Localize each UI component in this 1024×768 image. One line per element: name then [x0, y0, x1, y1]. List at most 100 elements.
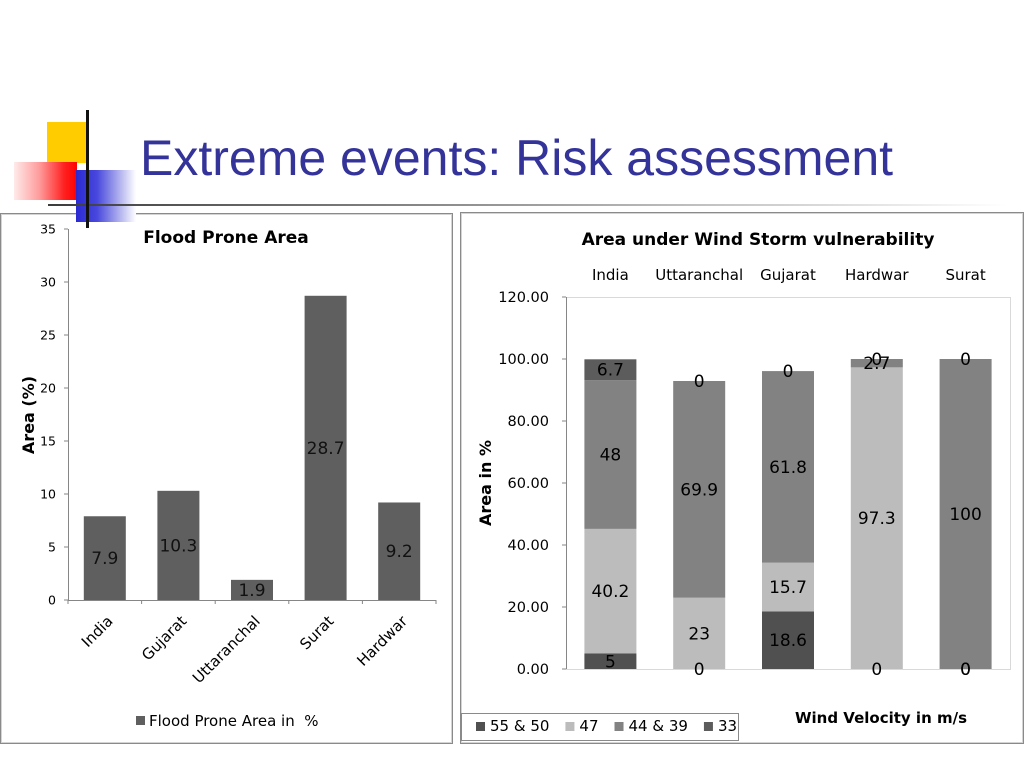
flood-bar-value-india: 7.9 — [91, 549, 118, 569]
wind-segment-value-uttaranchal-47: 23 — [688, 624, 710, 644]
wind-legend-swatch-44-and-39 — [614, 722, 624, 731]
wind-category-label-uttaranchal: Uttaranchal — [655, 266, 743, 284]
wind-legend-swatch-33 — [703, 722, 713, 731]
wind-segment-value-surat-55-and-50: 0 — [960, 660, 971, 680]
wind-segment-surat-44-and-39 — [939, 359, 992, 669]
wind-segment-value-uttaranchal-33: 0 — [694, 372, 705, 392]
flood-y-tick-label: 30 — [40, 275, 56, 290]
wind-segment-value-hardwar-47: 97.3 — [858, 509, 896, 529]
wind-y-tick-label: 120.00 — [498, 290, 549, 306]
flood-x-label-india: India — [78, 612, 117, 651]
wind-chart-title: Area under Wind Storm vulnerability — [582, 230, 935, 250]
flood-y-tick-label: 0 — [48, 593, 56, 608]
wind-segment-value-india-47: 40.2 — [591, 582, 629, 602]
red-square-decoration — [14, 162, 77, 200]
wind-segment-value-gujarat-33: 0 — [783, 362, 794, 382]
wind-segment-value-surat-33: 0 — [960, 350, 971, 370]
wind-category-label-hardwar: Hardwar — [845, 266, 909, 284]
wind-segment-value-hardwar-33: 0 — [871, 350, 882, 370]
yellow-square-decoration — [47, 122, 88, 163]
wind-segment-india-33 — [584, 359, 637, 381]
flood-y-tick-label: 20 — [40, 381, 56, 396]
wind-segment-value-uttaranchal-44-and-39: 69.9 — [680, 480, 718, 500]
flood-x-label-hardwar: Hardwar — [353, 612, 411, 670]
flood-legend: Flood Prone Area in % — [136, 712, 319, 730]
wind-segment-value-hardwar-55-and-50: 0 — [871, 660, 882, 680]
flood-bar-uttaranchal — [231, 579, 273, 600]
flood-bar-surat — [304, 295, 347, 600]
wind-segment-hardwar-47 — [850, 367, 903, 669]
wind-category-label-surat: Surat — [945, 266, 985, 284]
wind-segment-gujarat-55-and-50 — [762, 611, 814, 669]
wind-legend-label-47: 47 — [579, 717, 598, 735]
flood-bars: 7.9 10.3 1.9 28.7 9.2 — [83, 295, 421, 601]
flood-y-tick-label: 35 — [40, 222, 56, 237]
wind-category-label-india: India — [592, 266, 629, 284]
wind-segment-uttaranchal-44-and-39 — [673, 381, 726, 598]
flood-x-label-gujarat: Gujarat — [138, 612, 190, 664]
blue-square-decoration — [76, 170, 136, 222]
flood-legend-label: Flood Prone Area in % — [149, 712, 319, 730]
flood-y-tick-label: 25 — [40, 328, 56, 343]
vertical-rule-decoration — [86, 110, 89, 228]
flood-x-label-uttaranchal: Uttaranchal — [189, 612, 264, 687]
wind-legend: 55 & 50 47 44 & 39 33 — [476, 717, 737, 735]
flood-bar-india — [83, 516, 126, 600]
wind-segment-uttaranchal-47 — [673, 597, 726, 669]
flood-y-ticks: 0 5 10 15 20 25 30 35 — [40, 222, 68, 608]
flood-bar-gujarat — [157, 490, 200, 600]
wind-category-label-gujarat: Gujarat — [760, 266, 816, 284]
wind-segment-value-india-33: 6.7 — [597, 361, 624, 381]
wind-segment-gujarat-44-and-39 — [762, 371, 814, 563]
wind-x-axis-label: Wind Velocity in m/s — [795, 709, 967, 727]
wind-legend-swatch-47 — [565, 722, 575, 731]
flood-legend-swatch — [136, 716, 145, 725]
wind-stacked-bars — [584, 359, 992, 669]
flood-bar-hardwar — [378, 502, 421, 600]
wind-segment-value-surat-47: 0 — [960, 660, 971, 680]
wind-segment-value-surat-44-and-39: 100 — [949, 505, 981, 525]
flood-bar-value-gujarat: 10.3 — [159, 536, 197, 556]
flood-x-label-surat: Surat — [296, 612, 337, 653]
wind-y-tick-label: 80.00 — [507, 414, 549, 430]
flood-prone-area-chart: Flood Prone Area Area (%) 0 5 10 15 20 25 30 35… — [19, 222, 437, 730]
flood-chart-frame — [0, 213, 453, 744]
wind-segment-value-hardwar-44-and-39: 2.7 — [863, 354, 890, 374]
slide-title: Extreme events: Risk assessment — [140, 130, 894, 186]
wind-y-ticks: 0.00 20.00 40.00 60.00 80.00 100.00 120.00 — [498, 290, 566, 678]
wind-segment-value-gujarat-47: 15.7 — [769, 578, 807, 598]
wind-y-tick-label: 0.00 — [517, 662, 549, 678]
wind-y-tick-label: 100.00 — [498, 352, 549, 368]
wind-legend-box — [461, 713, 739, 741]
wind-segment-value-india-55-and-50: 5 — [605, 652, 616, 672]
wind-segment-india-47 — [584, 528, 637, 654]
flood-bar-value-uttaranchal: 1.9 — [238, 581, 265, 601]
horizontal-rule-decoration — [48, 204, 1008, 206]
wind-segment-value-gujarat-44-and-39: 61.8 — [769, 458, 807, 478]
flood-bar-value-surat: 28.7 — [307, 439, 345, 459]
wind-legend-label-44-and-39: 44 & 39 — [629, 717, 688, 735]
wind-segment-india-44-and-39 — [584, 380, 637, 529]
wind-segment-value-gujarat-55-and-50: 18.6 — [769, 631, 807, 651]
wind-legend-label-33: 33 — [718, 717, 737, 735]
wind-segment-labels: 540.2486.702369.9018.615.761.80097.32.70… — [591, 350, 981, 680]
wind-legend-label-55-and-50: 55 & 50 — [490, 717, 549, 735]
flood-bar-value-hardwar: 9.2 — [386, 542, 413, 562]
wind-segment-value-uttaranchal-55-and-50: 0 — [694, 660, 705, 680]
wind-y-tick-label: 60.00 — [507, 476, 549, 492]
wind-storm-vulnerability-chart: Area under Wind Storm vulnerability Indi… — [461, 230, 1011, 741]
wind-legend-swatch-55-and-50 — [476, 722, 485, 731]
flood-y-tick-label: 10 — [40, 487, 56, 502]
wind-segment-india-55-and-50 — [584, 653, 637, 669]
flood-chart-title: Flood Prone Area — [143, 228, 309, 248]
wind-chart-frame — [460, 212, 1024, 744]
wind-y-tick-label: 40.00 — [507, 538, 549, 554]
wind-segment-value-india-44-and-39: 48 — [600, 445, 622, 465]
wind-y-tick-label: 20.00 — [507, 600, 549, 616]
flood-y-axis-label: Area (%) — [19, 376, 38, 454]
wind-category-labels: India Uttaranchal Gujarat Hardwar Surat — [592, 266, 986, 284]
wind-segment-gujarat-47 — [762, 562, 814, 612]
flood-y-tick-label: 15 — [40, 434, 56, 449]
